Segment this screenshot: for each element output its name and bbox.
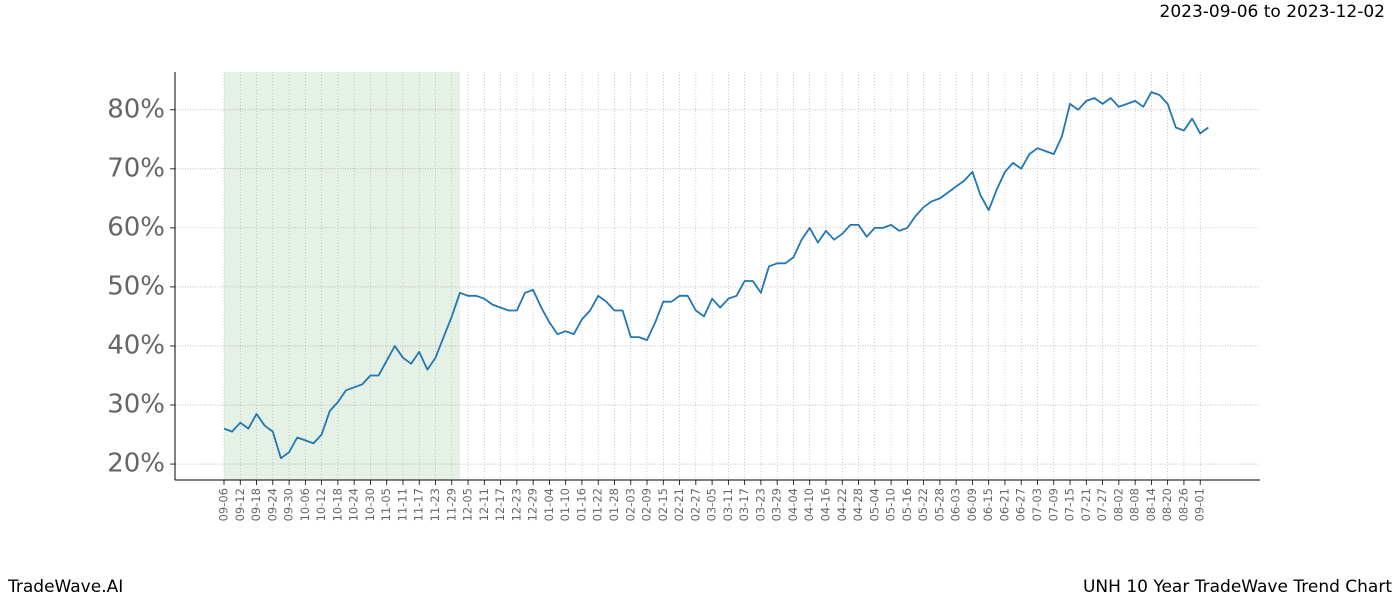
x-tick-label: 11-23 [428, 488, 442, 521]
x-tick-label: 10-12 [314, 488, 328, 521]
x-tick-label: 11-29 [444, 488, 458, 521]
y-tick-label: 60% [107, 212, 165, 242]
x-tick-label: 08-08 [1128, 488, 1142, 521]
x-tick-label: 01-10 [558, 488, 572, 521]
x-tick-label: 04-10 [802, 488, 816, 521]
x-tick-label: 06-15 [981, 488, 995, 521]
x-tick-label: 08-02 [1111, 488, 1125, 521]
x-tick-label: 12-05 [461, 488, 475, 521]
x-tick-label: 02-27 [688, 488, 702, 521]
x-tick-label: 01-22 [591, 488, 605, 521]
x-tick-label: 08-14 [1144, 488, 1158, 521]
x-tick-label: 05-22 [916, 488, 930, 521]
x-tick-label: 11-05 [379, 488, 393, 521]
x-tick-label: 02-09 [640, 488, 654, 521]
x-tick-label: 07-15 [1063, 488, 1077, 521]
x-tick-label: 01-28 [607, 488, 621, 521]
x-tick-label: 10-30 [363, 488, 377, 521]
x-tick-label: 08-26 [1176, 488, 1190, 521]
x-tick-label: 03-11 [721, 488, 735, 521]
x-tick-label: 01-04 [542, 488, 556, 521]
x-tick-label: 12-29 [526, 488, 540, 521]
x-tick-label: 05-16 [900, 488, 914, 521]
x-tick-label: 09-06 [217, 488, 231, 521]
x-tick-label: 11-17 [412, 488, 426, 521]
y-tick-label: 70% [107, 153, 165, 183]
x-tick-label: 07-09 [1046, 488, 1060, 521]
x-tick-label: 06-27 [1014, 488, 1028, 521]
x-tick-label: 12-11 [477, 488, 491, 521]
x-tick-label: 08-20 [1160, 488, 1174, 521]
x-tick-label: 03-17 [737, 488, 751, 521]
x-tick-label: 10-24 [347, 488, 361, 521]
y-tick-label: 30% [107, 390, 165, 420]
trend-line [223, 91, 1209, 460]
y-tick-label: 20% [107, 449, 165, 479]
x-tick-label: 02-03 [623, 488, 637, 521]
x-tick-label: 05-10 [884, 488, 898, 521]
y-tick-label: 80% [107, 94, 165, 124]
x-tick-label: 01-16 [574, 488, 588, 521]
x-tick-label: 09-01 [1193, 488, 1207, 521]
x-tick-label: 06-21 [997, 488, 1011, 521]
x-tick-label: 09-30 [282, 488, 296, 521]
y-tick-label: 50% [107, 271, 165, 301]
x-tick-label: 10-06 [298, 488, 312, 521]
x-tick-label: 02-15 [656, 488, 670, 521]
y-tick-label: 40% [107, 330, 165, 360]
x-tick-label: 09-24 [265, 488, 279, 521]
x-tick-label: 02-21 [672, 488, 686, 521]
x-tick-label: 04-22 [835, 488, 849, 521]
x-tick-label: 07-03 [1030, 488, 1044, 521]
subtitle: 2023-09-06 to 2023-12-02 [1160, 2, 1385, 22]
x-tick-label: 06-03 [949, 488, 963, 521]
x-tick-label: 04-04 [786, 488, 800, 521]
x-tick-label: 09-18 [249, 488, 263, 521]
x-tick-label: 04-16 [818, 488, 832, 521]
x-tick-label: 04-28 [851, 488, 865, 521]
x-tick-label: 03-23 [753, 488, 767, 521]
x-tick-label: 09-12 [233, 488, 247, 521]
highlight-region [224, 72, 460, 480]
x-tick-label: 11-11 [395, 488, 409, 521]
x-tick-label: 07-21 [1079, 488, 1093, 521]
x-tick-label: 07-27 [1095, 488, 1109, 521]
x-tick-label: 06-09 [965, 488, 979, 521]
x-tick-label: 03-29 [770, 488, 784, 521]
footer-right: UNH 10 Year TradeWave Trend Chart [1083, 577, 1392, 597]
x-tick-label: 03-05 [705, 488, 719, 521]
x-tick-label: 05-04 [867, 488, 881, 521]
x-tick-label: 12-17 [493, 488, 507, 521]
x-tick-label: 05-28 [932, 488, 946, 521]
x-tick-label: 10-18 [330, 488, 344, 521]
footer-left: TradeWave.AI [7, 577, 123, 597]
x-tick-label: 12-23 [509, 488, 523, 521]
